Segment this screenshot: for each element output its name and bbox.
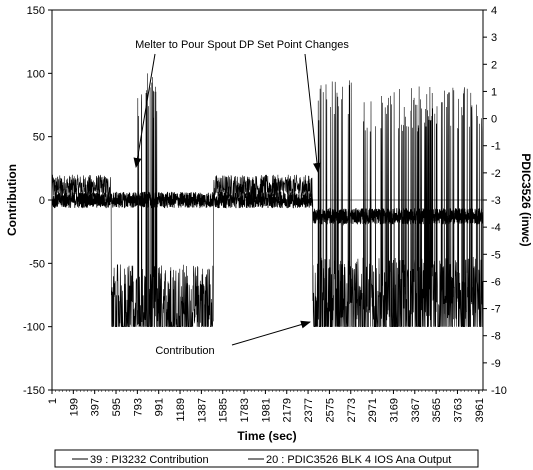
y2-tick-label: -5: [491, 249, 501, 261]
x-tick-label: 2971: [367, 398, 379, 422]
x-tick-label: 793: [132, 398, 144, 416]
x-tick-label: 2575: [324, 398, 336, 422]
y-tick-label: 150: [27, 5, 45, 17]
x-tick-label: 3367: [410, 398, 422, 422]
annotation-contribution: Contribution: [155, 345, 214, 357]
y2-tick-label: 0: [491, 114, 497, 126]
y2-axis-title: PDIC3526 (inwc): [519, 153, 533, 246]
annotation-contribution-arrow: [231, 320, 311, 346]
legend: 39 : PI3232 Contribution 20 : PDIC3526 B…: [54, 449, 479, 468]
y-tick-label: 100: [27, 68, 45, 80]
x-tick-label: 199: [68, 398, 80, 416]
x-tick-label: 1387: [196, 398, 208, 422]
x-tick-label: 1: [47, 398, 59, 404]
y-tick-label: 50: [33, 132, 45, 144]
legend-label-contribution: 39 : PI3232 Contribution: [90, 454, 209, 466]
y-tick-label: -50: [29, 258, 45, 270]
annotation-setpoint-arrow-2: [304, 53, 321, 173]
y2-tick-label: 3: [491, 32, 497, 44]
x-tick-label: 595: [111, 398, 123, 416]
x-tick-label: 397: [90, 398, 102, 416]
series-pdic-line: [51, 191, 484, 226]
x-tick-label: 3763: [452, 398, 464, 422]
legend-label-pdic: 20 : PDIC3526 BLK 4 IOS Ana Output: [266, 454, 451, 466]
y2-tick-label: -1: [491, 141, 501, 153]
y-tick-label: 0: [39, 195, 45, 207]
x-tick-label: 991: [154, 398, 166, 416]
x-tick-label: 1783: [239, 398, 251, 422]
y2-tick-label: -7: [491, 304, 501, 316]
y2-tick-label: 1: [491, 86, 497, 98]
y2-tick-label: -10: [491, 385, 507, 397]
x-tick-label: 1981: [260, 398, 272, 422]
y-tick-label: -150: [23, 385, 45, 397]
x-tick-label: 3961: [474, 398, 486, 422]
x-axis-title: Time (sec): [237, 429, 296, 443]
x-tick-label: 2179: [282, 398, 294, 422]
y2-tick-label: 4: [491, 5, 497, 17]
y2-tick-label: -4: [491, 222, 501, 234]
annotation-setpoint-arrow-1: [133, 53, 156, 168]
x-tick-label: 1585: [218, 398, 230, 422]
y2-tick-label: -3: [491, 195, 501, 207]
x-tick-label: 3169: [388, 398, 400, 422]
y2-tick-label: -2: [491, 168, 501, 180]
series-layer: [51, 73, 484, 327]
x-tick-label: 1189: [175, 398, 187, 422]
y-tick-label: -100: [23, 322, 45, 334]
series-contribution-line: [51, 73, 484, 327]
y-axis-title: Contribution: [5, 164, 19, 236]
x-tick-label: 3565: [431, 398, 443, 422]
y2-tick-label: -9: [491, 358, 501, 370]
x-axis: 1 199 397 595 793 991 1189 1387 1585 1783 1981 2179…: [47, 390, 486, 422]
x-tick-label: 2377: [303, 398, 315, 422]
y2-tick-label: -6: [491, 276, 501, 288]
annotation-setpoint: Melter to Pour Spout DP Set Point Change…: [135, 39, 349, 51]
y2-tick-label: -8: [491, 331, 501, 343]
y-axis-left: -150 -100 -50 0 50 100 150: [23, 5, 52, 397]
x-tick-label: 2773: [346, 398, 358, 422]
legend-box: [54, 449, 479, 468]
y2-tick-label: 2: [491, 59, 497, 71]
